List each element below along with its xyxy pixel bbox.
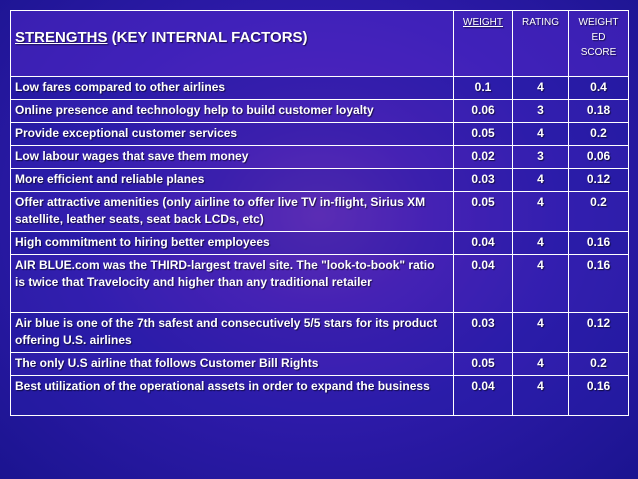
title-strengths: STRENGTHS [15,29,108,46]
score-cell: 0.2 [568,191,629,232]
table-row: AIR BLUE.com was the THIRD-largest trave… [10,254,629,313]
factor-cell: Low fares compared to other airlines [10,76,454,100]
header-row: STRENGTHS (KEY INTERNAL FACTORS) WEIGHT … [10,10,629,77]
weight-cell: 0.02 [453,145,513,169]
weighted-score-label-2: ED [591,32,606,43]
weight-cell: 0.1 [453,76,513,100]
score-cell: 0.06 [568,145,629,169]
score-cell: 0.16 [568,375,629,416]
weight-cell: 0.04 [453,254,513,313]
weight-cell: 0.05 [453,122,513,146]
factor-cell: Online presence and technology help to b… [10,99,454,123]
table-row: High commitment to hiring better employe… [10,231,629,255]
rating-cell: 3 [512,145,569,169]
score-cell: 0.4 [568,76,629,100]
table-row: Low labour wages that save them money 0.… [10,145,629,169]
weighted-score-header: WEIGHT ED SCORE [568,10,629,77]
score-cell: 0.18 [568,99,629,123]
rating-cell: 4 [512,168,569,192]
weight-header-label: WEIGHT [463,17,503,28]
slide: STRENGTHS (KEY INTERNAL FACTORS) WEIGHT … [10,10,629,469]
table-row: Best utilization of the operational asse… [10,375,629,416]
table-row: More efficient and reliable planes 0.03 … [10,168,629,192]
rating-header: RATING [512,10,569,77]
score-cell: 0.16 [568,254,629,313]
score-cell: 0.12 [568,312,629,353]
weight-cell: 0.05 [453,191,513,232]
factor-cell: Best utilization of the operational asse… [10,375,454,416]
factor-cell: More efficient and reliable planes [10,168,454,192]
table-row: Air blue is one of the 7th safest and co… [10,312,629,353]
rating-cell: 3 [512,99,569,123]
factor-cell: Provide exceptional customer services [10,122,454,146]
weight-cell: 0.06 [453,99,513,123]
factor-cell: The only U.S airline that follows Custom… [10,352,454,376]
score-cell: 0.16 [568,231,629,255]
table-row: The only U.S airline that follows Custom… [10,352,629,376]
score-cell: 0.12 [568,168,629,192]
score-cell: 0.2 [568,352,629,376]
weight-cell: 0.04 [453,375,513,416]
weight-cell: 0.03 [453,168,513,192]
title-subtitle: (KEY INTERNAL FACTORS) [107,29,308,46]
rating-cell: 4 [512,76,569,100]
rating-cell: 4 [512,254,569,313]
rating-header-label: RATING [521,17,560,28]
weighted-score-label-3: SCORE [580,47,617,58]
table-row: Provide exceptional customer services 0.… [10,122,629,146]
table-row: Online presence and technology help to b… [10,99,629,123]
weight-header: WEIGHT [453,10,513,77]
rating-cell: 4 [512,191,569,232]
weight-cell: 0.04 [453,231,513,255]
table-row: Low fares compared to other airlines 0.1… [10,76,629,100]
table-row: Offer attractive amenities (only airline… [10,191,629,232]
strengths-table: STRENGTHS (KEY INTERNAL FACTORS) WEIGHT … [10,10,629,416]
factor-cell: High commitment to hiring better employe… [10,231,454,255]
table-title: STRENGTHS (KEY INTERNAL FACTORS) [10,10,454,77]
rating-cell: 4 [512,375,569,416]
rating-cell: 4 [512,312,569,353]
factor-cell: Low labour wages that save them money [10,145,454,169]
rating-cell: 4 [512,231,569,255]
weight-cell: 0.03 [453,312,513,353]
factor-cell: AIR BLUE.com was the THIRD-largest trave… [10,254,454,313]
score-cell: 0.2 [568,122,629,146]
factor-cell: Air blue is one of the 7th safest and co… [10,312,454,353]
weight-cell: 0.05 [453,352,513,376]
rating-cell: 4 [512,352,569,376]
rating-cell: 4 [512,122,569,146]
factor-cell: Offer attractive amenities (only airline… [10,191,454,232]
weighted-score-label-1: WEIGHT [578,17,619,28]
